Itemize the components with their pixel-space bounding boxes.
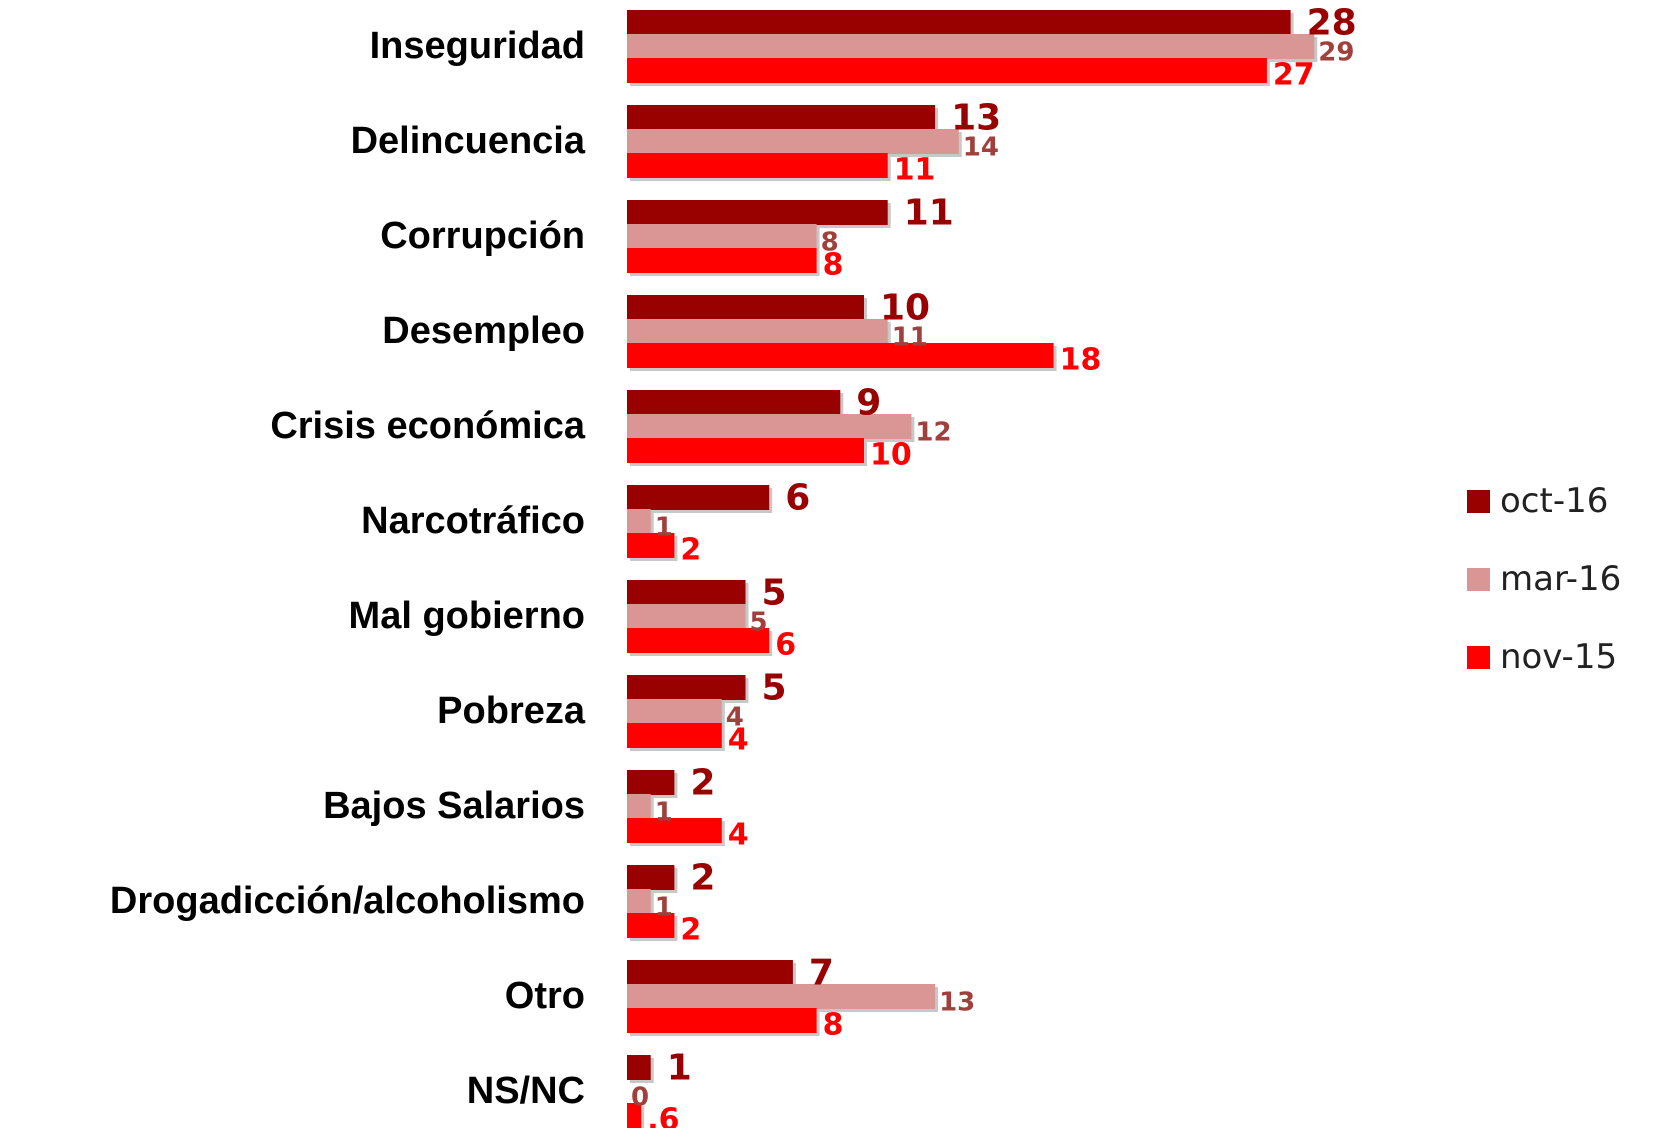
- bar-nov-15: [627, 628, 770, 653]
- value-labels-layer: 2829271314111188101118912106125565442142…: [631, 3, 1357, 1128]
- value-label-nov-15: 11: [894, 153, 936, 188]
- category-label: Bajos Salarios: [323, 785, 585, 827]
- value-label-mar-16: 13: [939, 988, 975, 1018]
- value-label-mar-16: 1: [655, 513, 673, 543]
- category-label: Corrupción: [380, 215, 585, 257]
- value-label-oct-16: 6: [785, 478, 810, 519]
- legend-label-mar-16: mar-16: [1500, 559, 1621, 599]
- bar-nov-15: [627, 1008, 817, 1033]
- bar-nov-15: [627, 818, 722, 843]
- bar-mar-16: [627, 414, 912, 439]
- bar-oct-16: [627, 390, 841, 415]
- value-label-nov-15: 8: [823, 1008, 844, 1043]
- legend-label-oct-16: oct-16: [1500, 481, 1608, 521]
- bar-oct-16: [627, 10, 1291, 35]
- bar-mar-16: [627, 34, 1315, 59]
- bar-nov-15: [627, 1103, 642, 1128]
- bar-mar-16: [627, 224, 817, 249]
- value-label-nov-15: 27: [1273, 58, 1315, 93]
- category-label: Desempleo: [382, 310, 585, 352]
- value-label-nov-15: 10: [870, 438, 912, 473]
- value-label-nov-15: 2: [680, 913, 701, 948]
- value-label-oct-16: 2: [690, 858, 715, 899]
- bar-oct-16: [627, 200, 888, 225]
- legend-label-nov-15: nov-15: [1500, 637, 1617, 677]
- category-labels-layer: Inseguridad Delincuencia Corrupción Desempl…: [110, 25, 586, 1112]
- bar-nov-15: [627, 58, 1267, 83]
- bar-nov-15: [627, 723, 722, 748]
- value-label-mar-16: 0: [631, 1083, 649, 1113]
- bar-oct-16: [627, 485, 770, 510]
- category-label: Otro: [505, 975, 585, 1017]
- category-label: Mal gobierno: [349, 595, 585, 637]
- bar-mar-16: [627, 129, 959, 154]
- value-label-nov-15: 4: [728, 818, 749, 853]
- value-label-mar-16: 12: [915, 418, 951, 448]
- category-label: Crisis económica: [270, 405, 586, 447]
- bar-nov-15: [627, 343, 1054, 368]
- value-label-nov-15: 4: [728, 723, 749, 758]
- bar-oct-16: [627, 770, 675, 795]
- value-label-nov-15: 6: [775, 628, 796, 663]
- value-label-nov-15: .6: [647, 1103, 679, 1128]
- bar-mar-16: [627, 889, 651, 914]
- value-label-oct-16: 1: [667, 1048, 692, 1089]
- bar-nov-15: [627, 248, 817, 273]
- bar-nov-15: [627, 438, 864, 463]
- value-label-mar-16: 14: [963, 133, 999, 163]
- bar-oct-16: [627, 1055, 651, 1080]
- legend: oct-16 mar-16 nov-15: [1467, 481, 1621, 677]
- value-label-nov-15: 18: [1060, 343, 1102, 378]
- bar-mar-16: [627, 794, 651, 819]
- bar-mar-16: [627, 699, 722, 724]
- value-label-oct-16: 10: [880, 288, 930, 329]
- bars-layer: [627, 10, 1318, 1128]
- value-label-mar-16: 8: [821, 228, 839, 258]
- bar-mar-16: [627, 319, 888, 344]
- category-label: Drogadicción/alcoholismo: [110, 880, 585, 922]
- category-label: Pobreza: [437, 690, 586, 732]
- value-label-mar-16: 1: [655, 798, 673, 828]
- value-label-mar-16: 1: [655, 893, 673, 923]
- bar-oct-16: [627, 675, 746, 700]
- category-label: Delincuencia: [351, 120, 586, 162]
- bar-nov-15: [627, 153, 888, 178]
- value-label-nov-15: 2: [680, 533, 701, 568]
- value-label-oct-16: 11: [904, 193, 954, 234]
- legend-swatch-mar-16: [1467, 568, 1490, 591]
- value-label-oct-16: 7: [809, 953, 834, 994]
- category-label: NS/NC: [467, 1070, 585, 1112]
- value-label-mar-16: 4: [726, 703, 744, 733]
- value-label-oct-16: 9: [856, 383, 881, 424]
- value-label-oct-16: 5: [762, 668, 787, 709]
- bar-nov-15: [627, 533, 675, 558]
- bar-mar-16: [627, 509, 651, 534]
- value-label-mar-16: 5: [750, 608, 768, 638]
- legend-swatch-nov-15: [1467, 646, 1490, 669]
- category-label: Narcotráfico: [361, 500, 585, 542]
- bar-mar-16: [627, 984, 936, 1009]
- value-label-oct-16: 28: [1307, 3, 1357, 44]
- value-label-nov-15: 8: [823, 248, 844, 283]
- bar-oct-16: [627, 105, 936, 130]
- bar-nov-15: [627, 913, 675, 938]
- bar-oct-16: [627, 580, 746, 605]
- legend-swatch-oct-16: [1467, 490, 1490, 513]
- value-label-mar-16: 29: [1318, 38, 1354, 68]
- bar-mar-16: [627, 604, 746, 629]
- value-label-oct-16: 2: [690, 763, 715, 804]
- bar-oct-16: [627, 295, 864, 320]
- bar-oct-16: [627, 960, 793, 985]
- value-label-oct-16: 13: [951, 98, 1001, 139]
- value-label-mar-16: 11: [892, 323, 928, 353]
- bar-oct-16: [627, 865, 675, 890]
- category-label: Inseguridad: [370, 25, 585, 67]
- value-label-oct-16: 5: [762, 573, 787, 614]
